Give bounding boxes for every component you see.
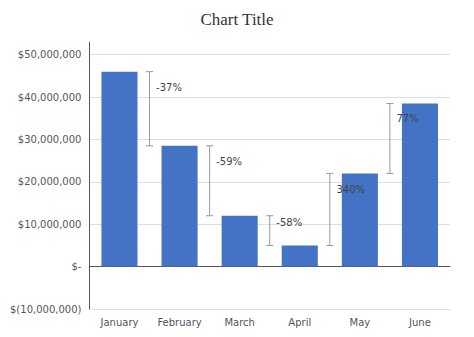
svg-text:-58%: -58% — [276, 217, 302, 228]
svg-text:$(10,000,000): $(10,000,000) — [10, 304, 82, 315]
svg-text:February: February — [157, 317, 201, 328]
svg-text:June: June — [408, 317, 431, 328]
svg-text:March: March — [224, 317, 254, 328]
svg-text:$20,000,000: $20,000,000 — [18, 176, 82, 187]
svg-text:-37%: -37% — [156, 82, 182, 93]
svg-text:$40,000,000: $40,000,000 — [18, 92, 82, 103]
svg-text:$10,000,000: $10,000,000 — [18, 219, 82, 230]
svg-text:$50,000,000: $50,000,000 — [18, 49, 82, 60]
svg-text:-59%: -59% — [216, 156, 242, 167]
svg-text:340%: 340% — [336, 184, 365, 195]
svg-text:$30,000,000: $30,000,000 — [18, 134, 82, 145]
svg-text:April: April — [288, 317, 311, 328]
svg-text:77%: 77% — [397, 113, 419, 124]
svg-text:May: May — [350, 317, 371, 328]
svg-text:January: January — [100, 317, 139, 328]
svg-text:Chart Title: Chart Title — [200, 10, 273, 29]
svg-text:$-: $- — [71, 261, 81, 272]
